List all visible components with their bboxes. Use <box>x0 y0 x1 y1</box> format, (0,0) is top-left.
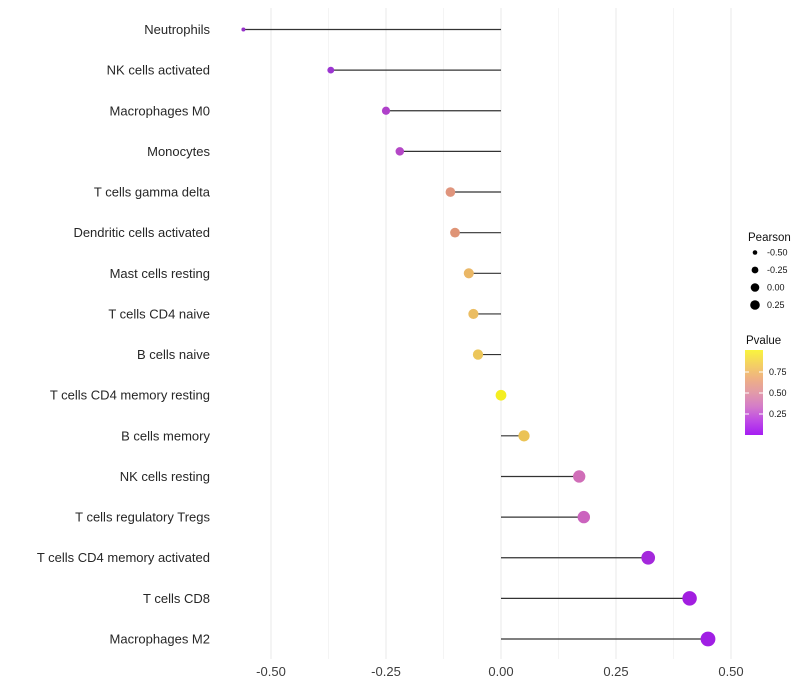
y-axis-label: NK cells activated <box>107 63 210 78</box>
y-axis-labels: Neutrophils NK cells activated Macrophages… <box>37 22 211 647</box>
y-axis-label: B cells memory <box>121 428 210 443</box>
lollipop-dot <box>468 308 479 320</box>
lollipop-stems <box>243 28 708 640</box>
lollipop-dot <box>573 470 586 483</box>
pearson-legend-dot <box>750 283 760 292</box>
legend-pvalue-color: Pvalue 0.75 0.50 0.25 <box>745 335 787 435</box>
lollipop-dot <box>327 66 335 74</box>
lollipop-dot <box>682 591 697 606</box>
pvalue-legend-label: 0.25 <box>769 409 787 419</box>
x-axis-tick-label: -0.50 <box>256 664 286 679</box>
y-axis-label: T cells CD4 memory resting <box>50 388 210 403</box>
pvalue-legend-label: 0.75 <box>769 367 787 377</box>
lollipop-dot <box>395 147 405 156</box>
pvalue-legend-title: Pvalue <box>746 335 781 347</box>
lollipop-dot <box>472 349 484 360</box>
pearson-legend-title: Pearson <box>748 232 791 244</box>
pvalue-gradient-bar <box>745 350 763 435</box>
lollipop-dot <box>518 430 530 442</box>
x-axis-tick-label: 0.50 <box>718 664 743 679</box>
lollipop-dot <box>381 106 391 115</box>
lollipop-dots <box>241 27 716 647</box>
x-axis-tick-label: -0.25 <box>371 664 401 679</box>
lollipop-dot <box>463 268 474 279</box>
lollipop-dot <box>445 187 456 197</box>
lollipop-dot <box>700 631 716 647</box>
lollipop-dot <box>450 227 460 238</box>
y-axis-label: Macrophages M0 <box>110 103 210 118</box>
pearson-legend-label: 0.25 <box>767 300 785 310</box>
pearson-legend-dot <box>751 266 759 274</box>
y-axis-label: B cells naive <box>137 347 210 362</box>
y-axis-label: T cells CD4 memory activated <box>37 550 210 565</box>
y-axis-label: Mast cells resting <box>110 266 210 281</box>
x-axis-tick-label: 0.00 <box>488 664 513 679</box>
legend-pearson-size: Pearson -0.50 -0.25 0.00 0.25 <box>748 232 791 310</box>
lollipop-dot <box>241 27 246 32</box>
y-axis-label: Dendritic cells activated <box>73 225 210 240</box>
y-axis-label: Neutrophils <box>144 22 210 37</box>
y-axis-label: T cells CD8 <box>143 591 210 606</box>
lollipop-dot <box>577 510 591 524</box>
pearson-legend-label: -0.25 <box>767 265 788 275</box>
y-axis-label: NK cells resting <box>120 469 210 484</box>
pearson-legend-label: 0.00 <box>767 283 785 293</box>
y-axis-label: T cells CD4 naive <box>108 306 210 321</box>
lollipop-dot <box>641 550 656 565</box>
pearson-legend-dot <box>752 250 758 255</box>
y-axis-label: Monocytes <box>147 144 210 159</box>
pearson-legend-dot <box>750 300 760 310</box>
x-axis-tick-label: 0.25 <box>603 664 628 679</box>
y-axis-label: Macrophages M2 <box>110 632 210 647</box>
lollipop-dot <box>495 389 507 401</box>
pvalue-legend-label: 0.50 <box>769 388 787 398</box>
x-axis-labels: -0.50 -0.25 0.00 0.25 0.50 <box>256 664 743 679</box>
gridlines <box>270 8 732 659</box>
y-axis-label: T cells gamma delta <box>94 185 211 200</box>
pearson-legend-label: -0.50 <box>767 248 788 258</box>
y-axis-label: T cells regulatory Tregs <box>75 510 210 525</box>
